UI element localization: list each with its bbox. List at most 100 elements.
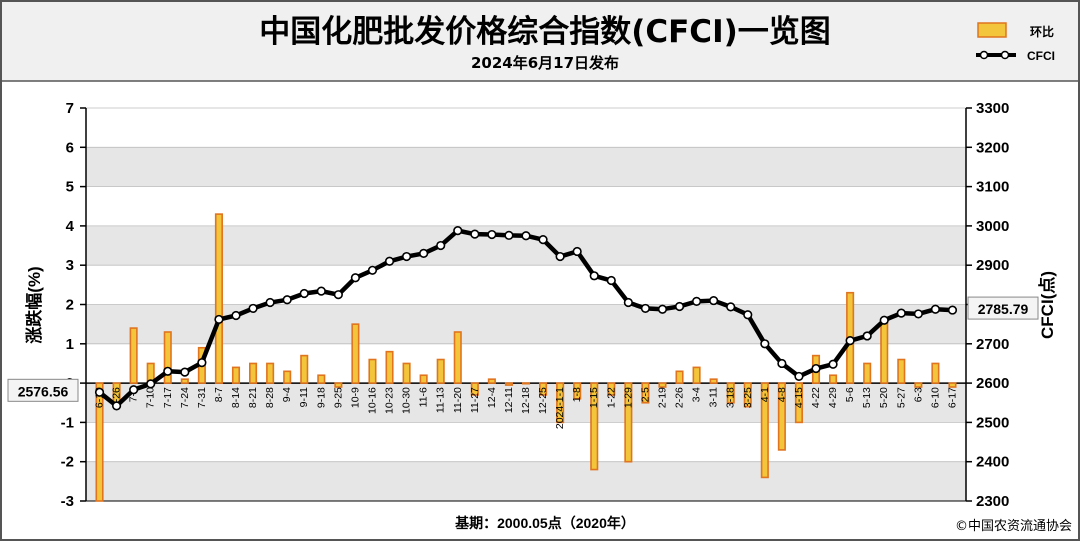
bar — [709, 378, 718, 384]
bar — [573, 382, 582, 400]
bar — [726, 382, 735, 404]
plot-band — [86, 147, 966, 187]
right-tick-label: 3000 — [976, 218, 1009, 235]
x-tick-label: 6-3 — [912, 387, 924, 402]
right-tick-label: 2700 — [976, 336, 1009, 353]
cfci-point — [436, 240, 446, 251]
cfci-point — [111, 401, 122, 411]
x-tick-label: 2-26 — [674, 387, 686, 408]
x-tick-label: 10-9 — [349, 387, 361, 408]
x-tick-label: 8-21 — [247, 387, 259, 408]
x-tick-label: 12-25 — [537, 387, 549, 414]
bar — [180, 378, 189, 384]
cfci-point — [316, 286, 326, 296]
left-tick-label: -1 — [61, 414, 74, 431]
x-tick-label: 8-7 — [213, 387, 225, 402]
cfci-point — [146, 379, 156, 389]
bar — [231, 366, 241, 384]
bar — [777, 382, 786, 451]
left-tick-label: 2 — [66, 297, 74, 314]
x-tick-label: 9-4 — [281, 387, 293, 402]
chart-subtitle: 2024年6月17日发布 — [471, 54, 619, 72]
cfci-point — [367, 265, 378, 275]
cfci-point — [401, 251, 412, 262]
left-tick-label: 5 — [66, 179, 74, 196]
x-tick-label: 5-27 — [895, 387, 907, 408]
cfci-point — [657, 304, 668, 314]
cfci-point — [299, 288, 309, 299]
bar — [385, 350, 394, 384]
cfci-point — [248, 303, 258, 314]
cfci-point — [231, 310, 241, 321]
bar — [914, 382, 923, 388]
cfci-point — [640, 303, 651, 314]
copyright-note: ©中国农资流通协会 — [955, 519, 1072, 534]
base-note: 基期：2000.05点（2020年） — [455, 515, 635, 531]
x-tick-label: 7-24 — [179, 387, 191, 408]
x-tick-label: 11-13 — [435, 387, 447, 413]
x-axis-ticks: 6-19 6-26 7-3 7-10 7-17 7-24 7-31 8-7 8-14 8-21 8-… — [94, 387, 959, 429]
bar — [760, 382, 769, 479]
cfci-point — [589, 271, 599, 281]
x-tick-label: 10-23 — [384, 387, 396, 414]
cfci-point — [879, 315, 889, 325]
bar — [283, 370, 292, 384]
cfci-point — [521, 231, 531, 241]
cfci-point — [333, 290, 343, 300]
cfci-point — [487, 229, 497, 240]
chart-title: 中国化肥批发价格综合指数(CFCI)一览图 — [259, 14, 831, 50]
right-tick-label: 2900 — [976, 257, 1009, 274]
cfci-point — [504, 230, 514, 240]
cfci-point — [419, 248, 429, 259]
x-tick-label: 11-27 — [469, 387, 481, 413]
x-tick-label: 10-16 — [366, 387, 378, 414]
annotation-box-last — [967, 296, 1039, 320]
bar — [504, 382, 513, 386]
x-tick-label: 4-8 — [776, 387, 788, 402]
x-tick-label: 5-20 — [878, 387, 890, 408]
plot-bands — [86, 147, 966, 501]
right-tick-label: 3100 — [976, 179, 1009, 196]
x-tick-label: 9-11 — [298, 387, 310, 407]
value-annotations: 2576.56 2785.79 — [7, 296, 1039, 402]
bar — [129, 327, 138, 384]
x-tick-label: 1-15 — [588, 387, 600, 408]
cfci-point — [760, 339, 770, 349]
x-tick-label: 6-10 — [929, 387, 941, 408]
bar — [743, 382, 752, 408]
bar — [163, 331, 172, 384]
bar — [453, 331, 462, 384]
bar — [880, 319, 889, 384]
x-tick-label: 12-18 — [520, 387, 532, 414]
x-tick-label: 2-19 — [656, 387, 668, 408]
cfci-point — [129, 385, 139, 395]
cfci-point — [350, 273, 361, 283]
bar — [829, 374, 838, 384]
bar — [419, 374, 428, 384]
cfci-point — [845, 336, 855, 346]
bar — [897, 358, 906, 384]
cfci-point — [453, 226, 463, 236]
legend-swatch-bar — [977, 22, 1007, 38]
cfci-point — [197, 358, 207, 368]
cfci-point — [828, 359, 838, 369]
cfci-point — [896, 308, 906, 318]
bar — [300, 354, 309, 384]
bar — [487, 378, 496, 384]
legend-label-bar: 环比 — [1030, 24, 1054, 39]
x-tick-label: 12-4 — [486, 387, 498, 408]
x-tick-label: 5-13 — [861, 387, 873, 408]
bar — [863, 362, 872, 384]
x-tick-label: 1-29 — [622, 387, 634, 408]
left-tick-label: 6 — [66, 139, 74, 156]
legend-swatch-marker-1 — [979, 50, 989, 60]
right-tick-label: 2600 — [976, 375, 1009, 392]
cfci-point — [180, 367, 190, 377]
annotation-box-first — [7, 378, 79, 402]
bar — [470, 382, 479, 396]
header-band — [2, 2, 1078, 81]
plot-band — [86, 383, 966, 423]
cfci-point — [674, 301, 685, 312]
left-tick-label: 7 — [66, 100, 74, 117]
